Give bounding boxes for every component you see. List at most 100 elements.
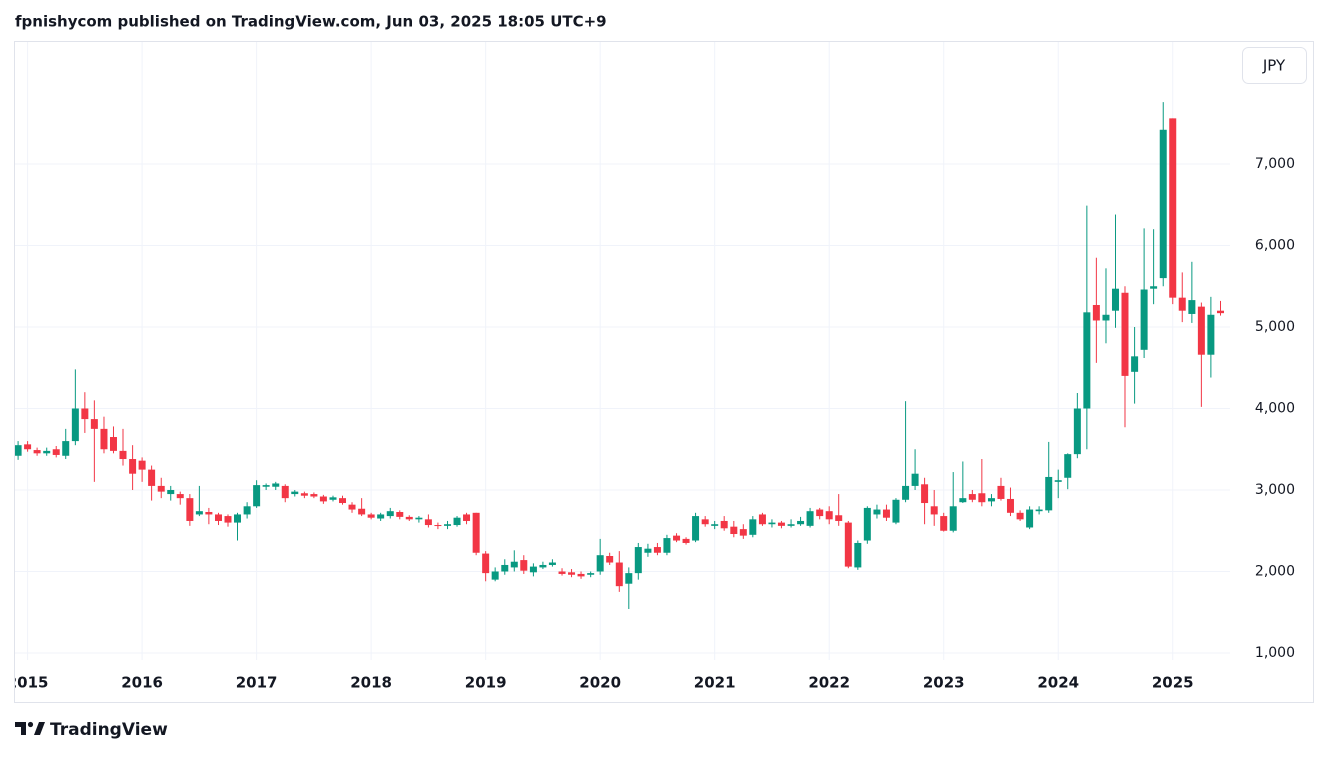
candle-body bbox=[434, 525, 442, 527]
candle-body bbox=[902, 485, 910, 500]
candle-body bbox=[863, 507, 871, 541]
candle-body bbox=[1207, 314, 1215, 355]
candle-body bbox=[959, 498, 967, 503]
candle-body bbox=[968, 494, 976, 500]
candles bbox=[15, 102, 1224, 609]
candle-body bbox=[319, 496, 327, 502]
candle-body bbox=[634, 547, 642, 574]
currency-button[interactable] bbox=[1242, 47, 1307, 84]
candle-body bbox=[520, 560, 528, 571]
candle-body bbox=[1216, 310, 1224, 314]
y-tick-label: 6,000 bbox=[1255, 238, 1295, 254]
candle-body bbox=[262, 485, 270, 487]
candle-body bbox=[195, 511, 203, 515]
candle-body bbox=[109, 437, 117, 451]
candle-body bbox=[806, 511, 814, 526]
grid bbox=[15, 42, 1230, 660]
candle-body bbox=[606, 556, 614, 563]
candle-body bbox=[329, 497, 337, 500]
candle-body bbox=[720, 520, 728, 529]
candle-body bbox=[1026, 509, 1034, 528]
candle-body bbox=[81, 408, 89, 420]
candle-body bbox=[739, 529, 747, 536]
candle-body bbox=[444, 524, 452, 526]
x-tick-label: 2022 bbox=[808, 674, 850, 692]
candle-body bbox=[911, 473, 919, 486]
candle-body bbox=[673, 535, 681, 541]
candle-body bbox=[138, 460, 146, 470]
candle-body bbox=[1188, 300, 1196, 314]
candle-body bbox=[234, 514, 242, 523]
candle-body bbox=[711, 524, 719, 526]
candle-body bbox=[1064, 454, 1072, 478]
y-tick-label: 7,000 bbox=[1255, 156, 1295, 172]
y-axis: 1,000 2,000 3,000 4,000 5,000 6,000 7,000 bbox=[1255, 156, 1295, 661]
candle-body bbox=[119, 450, 127, 460]
candle-body bbox=[205, 511, 213, 515]
candle-body bbox=[615, 562, 623, 587]
candle-body bbox=[587, 573, 595, 575]
x-tick-label: 2024 bbox=[1037, 674, 1079, 692]
chart-frame bbox=[14, 41, 1314, 703]
candle-body bbox=[33, 450, 41, 454]
candle-body bbox=[1111, 288, 1119, 311]
x-tick-label: 2020 bbox=[579, 674, 621, 692]
x-tick-label: 2016 bbox=[121, 674, 163, 692]
candle-body bbox=[15, 445, 22, 456]
candle-body bbox=[62, 441, 70, 456]
candle-body bbox=[1131, 356, 1139, 372]
candle-body bbox=[157, 485, 165, 492]
x-axis: 2015 2016 2017 2018 2019 2020 2021 2022 2023 2024… bbox=[15, 674, 1194, 692]
candle-body bbox=[653, 547, 661, 553]
candle-body bbox=[90, 419, 98, 429]
x-tick-label: 2018 bbox=[350, 674, 392, 692]
y-tick-label: 5,000 bbox=[1255, 319, 1295, 335]
candle-body bbox=[224, 516, 232, 523]
candle-body bbox=[844, 522, 852, 567]
candle-body bbox=[358, 508, 366, 515]
candle-body bbox=[1083, 312, 1091, 409]
candle-body bbox=[24, 444, 32, 450]
candle-body bbox=[1045, 476, 1053, 511]
tradingview-logo bbox=[15, 721, 45, 735]
y-tick-label: 3,000 bbox=[1255, 482, 1295, 498]
candle-body bbox=[463, 514, 471, 521]
candle-body bbox=[892, 499, 900, 523]
candle-body bbox=[1054, 480, 1062, 482]
candle-body bbox=[501, 564, 509, 572]
candle-body bbox=[921, 484, 929, 504]
candle-body bbox=[558, 571, 566, 574]
candle-body bbox=[797, 520, 805, 525]
candle-body bbox=[348, 504, 356, 510]
candle-body bbox=[300, 493, 308, 496]
candle-body bbox=[730, 526, 738, 535]
candle-body bbox=[692, 516, 700, 541]
currency-label[interactable]: JPY bbox=[1262, 57, 1286, 75]
candle-body bbox=[758, 514, 766, 525]
candle-body bbox=[1006, 498, 1014, 513]
candle-body bbox=[940, 516, 948, 531]
candle-body bbox=[291, 491, 299, 495]
candle-body bbox=[1140, 289, 1148, 350]
candle-body bbox=[415, 517, 423, 520]
candle-body bbox=[1102, 314, 1110, 321]
candle-body bbox=[186, 498, 194, 521]
brand-name: TradingView bbox=[50, 720, 168, 740]
publish-header: fpnishycom published on TradingView.com,… bbox=[15, 13, 607, 31]
candle-body bbox=[339, 498, 347, 504]
candle-body bbox=[148, 469, 156, 486]
candle-body bbox=[510, 561, 518, 568]
candle-body bbox=[310, 494, 318, 497]
candle-body bbox=[949, 506, 957, 531]
candle-body bbox=[253, 485, 261, 507]
candle-body bbox=[835, 515, 843, 521]
candle-body bbox=[176, 494, 184, 499]
candle-body bbox=[71, 408, 79, 442]
candle-body bbox=[825, 511, 833, 520]
candle-body bbox=[644, 548, 652, 553]
candle-body bbox=[1197, 306, 1205, 355]
candle-body bbox=[52, 449, 60, 455]
x-tick-label: 2025 bbox=[1152, 674, 1194, 692]
